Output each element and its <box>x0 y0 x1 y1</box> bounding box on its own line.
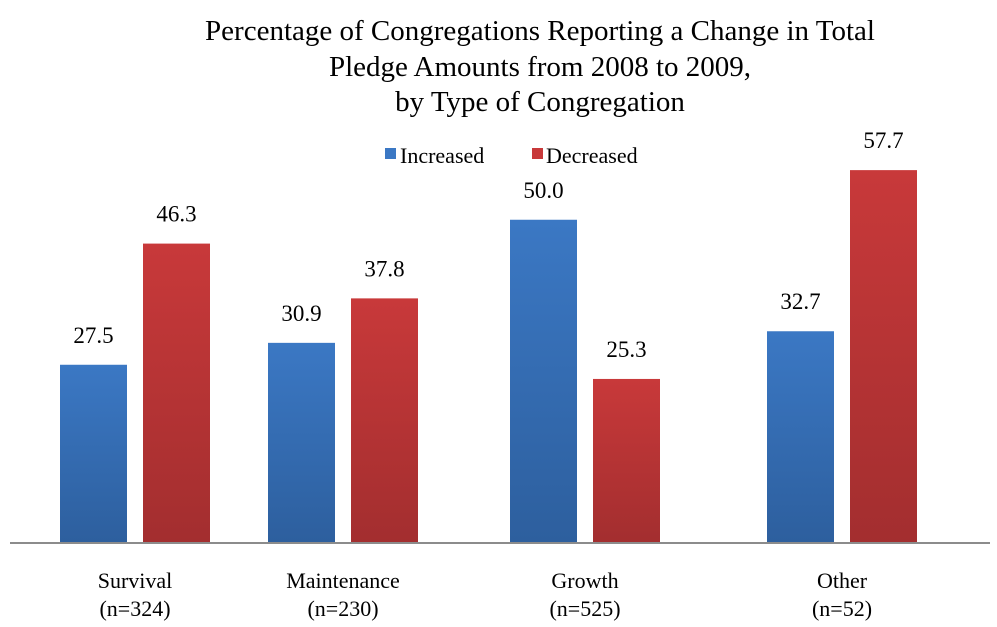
category-sample-size: (n=230) <box>307 596 378 621</box>
bar-increased-growth <box>510 219 577 542</box>
category-label: Growth <box>551 568 618 593</box>
chart-title-line: Pledge Amounts from 2008 to 2009, <box>329 51 751 83</box>
category-label: Other <box>817 568 868 593</box>
value-label: 27.5 <box>73 323 113 348</box>
value-labels: 27.5 46.3 30.9 37.8 50.0 25.3 32.7 57.7 <box>73 128 903 362</box>
category-sample-size: (n=324) <box>99 596 170 621</box>
bars <box>60 170 917 542</box>
bar-increased-survival <box>60 364 127 542</box>
value-label: 57.7 <box>863 128 903 153</box>
chart-title-line: by Type of Congregation <box>395 86 685 118</box>
chart-title: Percentage of Congregations Reporting a … <box>205 15 875 118</box>
bar-increased-other <box>767 331 834 542</box>
legend-label-increased: Increased <box>400 143 484 168</box>
bar-decreased-other <box>850 170 917 542</box>
legend-swatch-increased <box>385 148 396 159</box>
legend: Increased Decreased <box>385 143 638 168</box>
value-label: 25.3 <box>606 337 646 362</box>
legend-swatch-decreased <box>532 148 543 159</box>
category-labels: Survival (n=324) Maintenance (n=230) Growth (… <box>98 568 872 621</box>
bar-decreased-maintenance <box>351 298 418 542</box>
chart-title-line: Percentage of Congregations Reporting a … <box>205 15 875 47</box>
bar-decreased-growth <box>593 378 660 542</box>
category-sample-size: (n=52) <box>812 596 872 621</box>
bar-decreased-survival <box>143 243 210 542</box>
value-label: 30.9 <box>281 301 321 326</box>
category-label: Maintenance <box>286 568 400 593</box>
category-label: Survival <box>98 568 173 593</box>
value-label: 46.3 <box>156 202 196 227</box>
legend-label-decreased: Decreased <box>546 143 638 168</box>
value-label: 37.8 <box>364 256 404 281</box>
bar-increased-maintenance <box>268 342 335 542</box>
category-sample-size: (n=525) <box>549 596 620 621</box>
value-label: 50.0 <box>523 178 563 203</box>
value-label: 32.7 <box>780 289 820 314</box>
